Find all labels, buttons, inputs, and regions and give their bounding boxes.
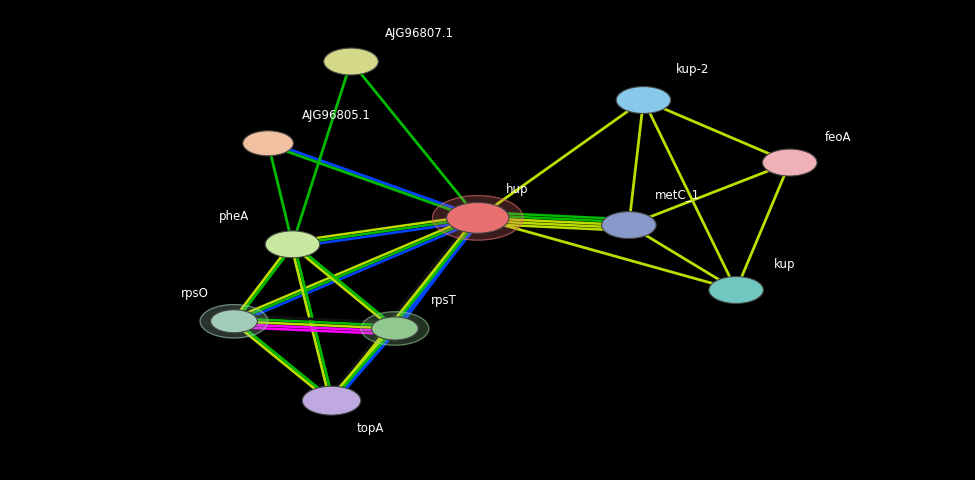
Text: AJG96805.1: AJG96805.1	[302, 108, 370, 122]
Circle shape	[371, 317, 418, 340]
Circle shape	[211, 310, 257, 333]
Text: pheA: pheA	[218, 209, 250, 223]
Text: metC_1: metC_1	[655, 188, 700, 201]
Circle shape	[265, 231, 320, 258]
Circle shape	[602, 212, 656, 239]
Text: rpsT: rpsT	[431, 293, 456, 307]
Circle shape	[709, 277, 763, 304]
Text: topA: topA	[357, 420, 384, 434]
Circle shape	[762, 150, 817, 177]
Text: kup-2: kup-2	[676, 63, 709, 76]
Circle shape	[361, 312, 429, 346]
Text: kup: kup	[774, 257, 796, 271]
Circle shape	[302, 386, 361, 415]
Circle shape	[433, 196, 523, 240]
Circle shape	[243, 132, 293, 156]
Circle shape	[616, 87, 671, 114]
Circle shape	[200, 305, 268, 338]
Text: feoA: feoA	[825, 130, 852, 144]
Text: hup: hup	[505, 183, 528, 196]
Circle shape	[324, 49, 378, 76]
Text: rpsO: rpsO	[181, 286, 209, 300]
Text: AJG96807.1: AJG96807.1	[385, 27, 453, 40]
Circle shape	[447, 203, 509, 234]
